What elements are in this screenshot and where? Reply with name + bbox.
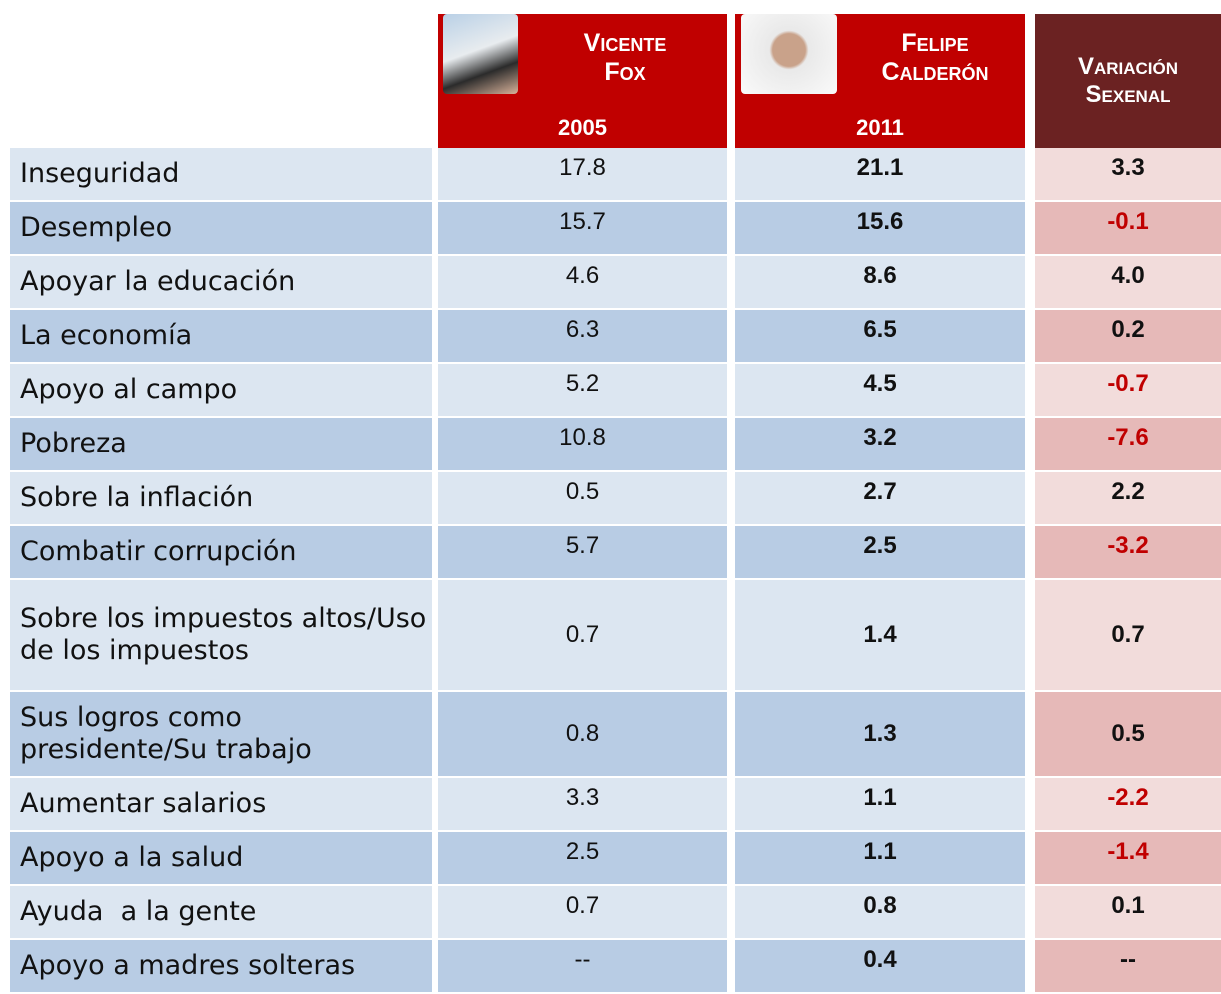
row-label: Inseguridad: [10, 148, 432, 200]
cell-value: -3.2: [1035, 526, 1221, 578]
cell-value: 0.8: [735, 886, 1025, 938]
cell-value: 4.6: [438, 256, 727, 308]
photo: [443, 14, 518, 94]
cell-value: 0.8: [438, 692, 727, 776]
cell-value: 2.5: [438, 832, 727, 884]
cell-value: 0.5: [438, 472, 727, 524]
cell-value: --: [1035, 940, 1221, 992]
row-label: Desempleo: [10, 202, 432, 254]
row-label: Sobre la inflación: [10, 472, 432, 524]
row-label: Apoyo a madres solteras: [10, 940, 432, 992]
column-name: Variación Sexenal: [1035, 14, 1221, 148]
cell-value: 1.4: [735, 580, 1025, 690]
cell-value: 5.2: [438, 364, 727, 416]
column-name: Vicente Fox: [583, 29, 667, 86]
row-label: Pobreza: [10, 418, 432, 470]
cell-value: --: [438, 940, 727, 992]
row-label: Apoyar la educación: [10, 256, 432, 308]
cell-value: 15.6: [735, 202, 1025, 254]
cell-value: -0.7: [1035, 364, 1221, 416]
cell-value: 0.2: [1035, 310, 1221, 362]
cell-value: 1.1: [735, 778, 1025, 830]
row-label: Apoyo a la salud: [10, 832, 432, 884]
cell-value: 6.3: [438, 310, 727, 362]
cell-value: 0.7: [438, 886, 727, 938]
cell-value: 0.4: [735, 940, 1025, 992]
row-label: Ayuda a la gente: [10, 886, 432, 938]
cell-value: 10.8: [438, 418, 727, 470]
column-year: 2005: [558, 115, 607, 141]
cell-value: 2.2: [1035, 472, 1221, 524]
cell-value: 0.7: [438, 580, 727, 690]
row-label: Apoyo al campo: [10, 364, 432, 416]
row-label: Combatir corrupción: [10, 526, 432, 578]
cell-value: 1.1: [735, 832, 1025, 884]
cell-value: 0.1: [1035, 886, 1221, 938]
row-label: Sus logros como presidente/Su trabajo: [10, 692, 432, 776]
cell-value: 21.1: [735, 148, 1025, 200]
photo: [741, 14, 837, 94]
cell-value: -1.4: [1035, 832, 1221, 884]
cell-value: 6.5: [735, 310, 1025, 362]
row-label: Aumentar salarios: [10, 778, 432, 830]
row-label: Sobre los impuestos altos/Uso de los imp…: [10, 580, 432, 690]
cell-value: 3.3: [1035, 148, 1221, 200]
cell-value: 2.7: [735, 472, 1025, 524]
cell-value: 4.0: [1035, 256, 1221, 308]
cell-value: -2.2: [1035, 778, 1221, 830]
row-label: La economía: [10, 310, 432, 362]
cell-value: 3.2: [735, 418, 1025, 470]
cell-value: -0.1: [1035, 202, 1221, 254]
cell-value: -7.6: [1035, 418, 1221, 470]
cell-value: 3.3: [438, 778, 727, 830]
cell-value: 15.7: [438, 202, 727, 254]
cell-value: 2.5: [735, 526, 1025, 578]
cell-value: 0.7: [1035, 580, 1221, 690]
cell-value: 4.5: [735, 364, 1025, 416]
cell-value: 5.7: [438, 526, 727, 578]
column-name: Felipe Calderón: [881, 29, 989, 86]
cell-value: 8.6: [735, 256, 1025, 308]
cell-value: 17.8: [438, 148, 727, 200]
column-year: 2011: [856, 115, 904, 141]
cell-value: 0.5: [1035, 692, 1221, 776]
cell-value: 1.3: [735, 692, 1025, 776]
